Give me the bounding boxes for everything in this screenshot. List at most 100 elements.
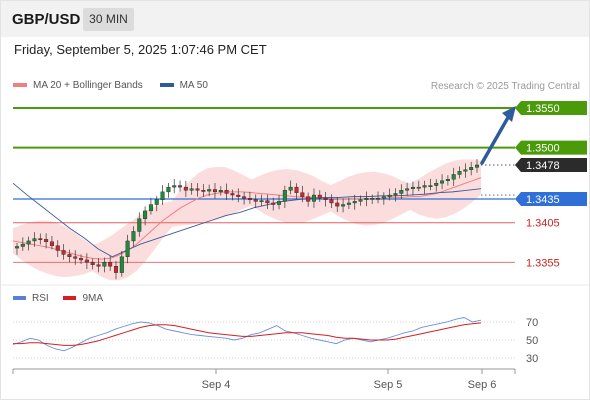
price-legend: MA 20 + Bollinger Bands MA 50	[13, 80, 222, 91]
projection-arrow-head	[502, 106, 516, 122]
candle-body	[405, 188, 410, 191]
level-tag-1-3435	[515, 192, 587, 206]
candle-body	[38, 238, 43, 240]
candle-body	[236, 194, 241, 197]
rsi-tick-label: 50	[526, 335, 538, 347]
candle-body	[451, 174, 456, 180]
legend-swatch-ma20	[13, 83, 27, 88]
candle-body	[207, 189, 212, 192]
candle-body	[306, 196, 311, 202]
legend-label-ma20: MA 20 + Bollinger Bands	[33, 80, 143, 91]
candle-body	[154, 199, 159, 205]
legend-label-rsi: RSI	[32, 293, 49, 304]
level-label-1-3405: 1.3405	[526, 218, 560, 230]
candle-body	[79, 258, 84, 261]
candle-body	[90, 262, 95, 265]
candle-body	[73, 256, 78, 259]
candle-body	[323, 198, 328, 200]
symbol-label: GBP/USD	[12, 11, 81, 28]
candle-body	[440, 180, 445, 184]
candle-body	[335, 202, 340, 207]
candle-body	[20, 243, 25, 247]
candle-body	[26, 240, 31, 245]
projection-arrow-shaft	[480, 112, 512, 165]
legend-swatch-rsi	[13, 296, 26, 301]
candle-body	[61, 250, 66, 255]
candle-body	[108, 262, 113, 267]
candle-body	[271, 202, 276, 205]
candle-body	[119, 256, 124, 273]
candle-body	[125, 240, 130, 257]
candle-body	[346, 202, 351, 205]
candle-body	[195, 188, 200, 191]
candle-body	[113, 266, 118, 273]
candle-body	[218, 190, 223, 193]
level-label-1-3500: 1.3500	[526, 143, 560, 155]
candle-body	[370, 198, 375, 200]
candle-body	[96, 264, 101, 267]
candle-body	[44, 239, 49, 242]
legend-swatch-ma50	[159, 83, 174, 88]
level-label-1-3355: 1.3355	[526, 257, 560, 269]
rsi-legend: RSI 9MA	[13, 293, 115, 304]
candle-body	[265, 200, 270, 204]
level-tag-1-3478	[515, 157, 587, 172]
candle-body	[67, 254, 72, 257]
legend-label-9ma: 9MA	[82, 293, 104, 304]
candle-body	[201, 190, 206, 192]
candle-body	[294, 186, 299, 193]
candle-body	[224, 190, 229, 194]
rsi-tick-label: 70	[526, 317, 538, 329]
candle-body	[253, 199, 258, 202]
level-tag-1-3550	[515, 101, 587, 115]
candle-body	[341, 204, 346, 207]
chart-header: GBP/USD 30 MIN	[1, 1, 589, 37]
legend-item-ma20: MA 20 + Bollinger Bands	[13, 80, 143, 91]
level-labels: 1.3550 1.3500 1.3478 1.3435 1.3405 1.3355	[515, 101, 587, 269]
candle-body	[387, 194, 392, 197]
candle-body	[410, 186, 415, 189]
candle-body	[160, 191, 165, 200]
rsi-pane: 70 50 30 Sep 4 Sep 5 Sep 6	[12, 317, 538, 391]
candle-body	[166, 186, 171, 193]
candle-body	[14, 246, 19, 249]
candle-body	[259, 200, 264, 202]
candle-body	[137, 218, 142, 232]
bollinger-band	[13, 159, 481, 281]
candle-body	[381, 196, 386, 199]
ma20-line	[12, 177, 482, 260]
candle-body	[416, 186, 421, 189]
level-label-1-3550: 1.3550	[526, 103, 560, 115]
candle-body	[148, 204, 153, 212]
candle-body	[311, 194, 316, 202]
candle-body	[212, 189, 217, 193]
legend-item-rsi: RSI	[13, 293, 49, 304]
candles	[14, 159, 480, 280]
candle-body	[422, 185, 427, 188]
timeframe-badge[interactable]: 30 MIN	[83, 8, 134, 31]
candle-body	[358, 199, 363, 202]
candle-body	[242, 196, 247, 199]
candle-body	[364, 198, 369, 200]
candle-body	[376, 198, 381, 200]
candle-body	[102, 262, 107, 267]
candle-body	[469, 167, 474, 170]
candle-body	[183, 186, 188, 191]
candle-body	[329, 199, 334, 204]
candle-body	[32, 238, 37, 242]
credit-text: Research © 2025 Trading Central	[430, 81, 580, 92]
legend-swatch-9ma	[63, 296, 77, 301]
candle-body	[317, 194, 322, 199]
rsi-9ma-line	[13, 322, 482, 346]
legend-item-9ma: 9MA	[63, 293, 103, 304]
candle-body	[178, 185, 183, 188]
chart-datetime: Friday, September 5, 2025 1:07:46 PM CET	[14, 42, 267, 57]
level-tag-1-3500	[515, 140, 587, 155]
ma50-line	[12, 182, 482, 258]
candle-body	[49, 241, 54, 246]
candle-body	[300, 192, 305, 197]
candle-body	[445, 179, 450, 182]
candle-body	[457, 171, 462, 175]
candle-body	[277, 201, 282, 205]
